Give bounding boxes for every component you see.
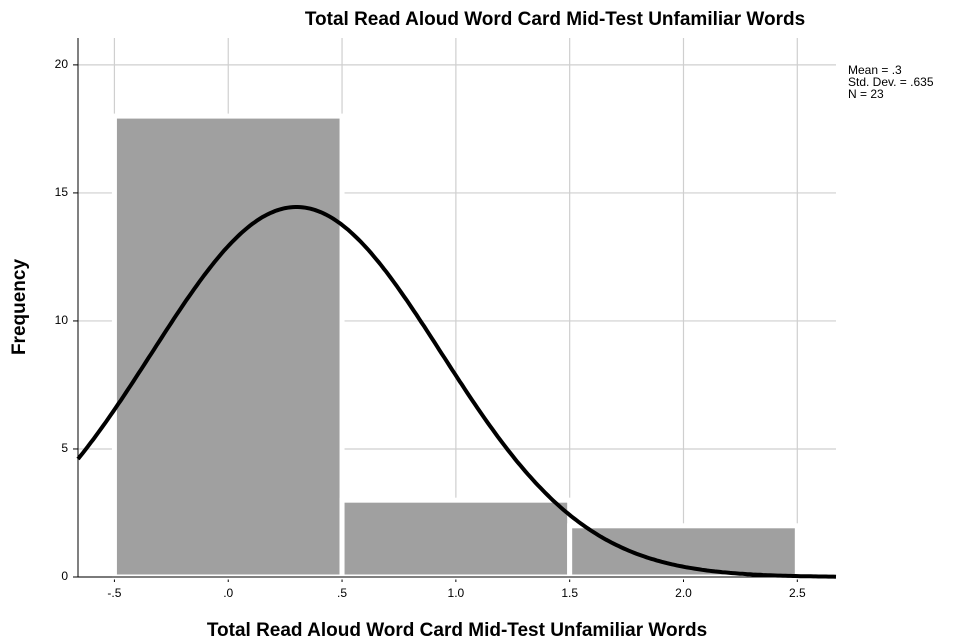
stat-annotation: N = 23 [848,87,884,101]
normal-curve [76,205,837,579]
y-tick-label: 10 [55,313,69,327]
x-tick-label: .0 [223,586,233,600]
x-tick-label: -.5 [107,586,121,600]
chart-title: Total Read Aloud Word Card Mid-Test Unfa… [305,9,805,30]
stat-annotation: Mean = .3 [848,63,902,77]
x-tick-label: 2.0 [675,586,692,600]
stat-annotation: Std. Dev. = .635 [848,75,934,89]
y-tick-label: 20 [55,57,69,71]
x-tick-label: 2.5 [789,586,806,600]
y-axis-label: Frequency [9,259,30,356]
y-tick-label: 5 [61,441,68,455]
x-tick-label: .5 [337,586,347,600]
x-tick-label: 1.5 [561,586,578,600]
bar [567,523,800,580]
x-tick-label: 1.0 [448,586,465,600]
bar [111,113,345,580]
y-tick-label: 0 [61,569,68,583]
x-axis-label: Total Read Aloud Word Card Mid-Test Unfa… [207,620,707,641]
y-tick-label: 15 [55,185,69,199]
bar [339,497,573,580]
